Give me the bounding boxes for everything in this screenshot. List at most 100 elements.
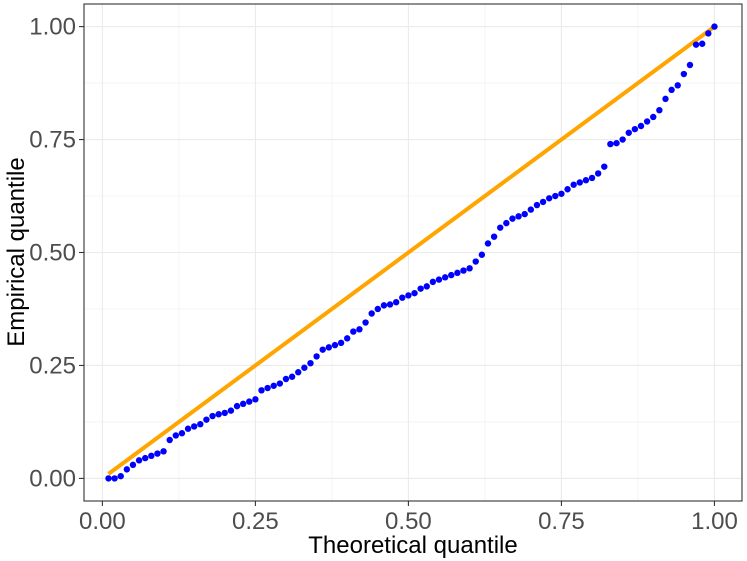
y-axis-ticks: 0.00 0.25 0.50 0.75 1.00 <box>29 14 84 492</box>
data-point <box>288 373 296 380</box>
data-point <box>172 432 180 439</box>
data-point <box>209 412 216 420</box>
data-point <box>582 177 590 184</box>
y-tick-label: 1.00 <box>29 14 76 41</box>
x-tick-label: 1.00 <box>691 508 738 535</box>
data-point <box>221 409 228 417</box>
data-point <box>215 411 222 418</box>
data-point <box>154 450 161 457</box>
data-point <box>429 278 437 286</box>
data-point <box>356 326 363 333</box>
data-point <box>705 30 712 37</box>
data-point <box>448 271 455 279</box>
data-point <box>123 466 131 473</box>
x-tick-label: 0.75 <box>538 508 585 535</box>
data-point <box>270 382 277 389</box>
data-point <box>692 41 700 48</box>
data-point <box>588 174 596 182</box>
x-tick-label: 0.25 <box>232 508 279 535</box>
data-point <box>650 113 657 121</box>
data-point <box>637 122 645 130</box>
data-point <box>564 186 571 193</box>
data-point <box>313 353 320 360</box>
data-point <box>282 375 290 383</box>
data-point <box>344 335 351 342</box>
data-point <box>295 369 302 376</box>
data-point <box>239 400 247 408</box>
data-point <box>135 457 143 464</box>
data-point <box>252 396 259 403</box>
data-point <box>350 328 357 335</box>
data-point <box>227 407 235 414</box>
data-point <box>160 448 167 455</box>
data-point <box>331 341 339 349</box>
data-point <box>699 40 706 47</box>
data-point <box>301 364 308 371</box>
data-point <box>319 346 326 353</box>
data-point <box>527 206 535 213</box>
data-point <box>307 359 314 367</box>
data-point <box>607 140 614 148</box>
data-point <box>411 289 418 297</box>
data-point <box>539 198 547 206</box>
data-point <box>325 344 333 351</box>
data-point <box>184 425 192 432</box>
data-point <box>374 305 382 313</box>
x-tick-label: 0.00 <box>79 508 126 535</box>
data-point <box>680 70 688 78</box>
data-point <box>656 106 663 114</box>
data-point <box>105 475 112 482</box>
y-tick-label: 0.25 <box>29 352 76 379</box>
data-point <box>368 310 375 317</box>
data-point <box>497 224 504 231</box>
data-point <box>111 475 118 482</box>
data-point <box>576 179 583 186</box>
reference-line-group <box>107 24 716 476</box>
data-point <box>246 398 253 405</box>
data-point <box>631 125 639 133</box>
data-point <box>197 420 204 428</box>
data-point <box>399 294 406 301</box>
data-point <box>454 269 461 277</box>
data-point <box>674 82 681 89</box>
data-point <box>668 86 675 94</box>
data-point <box>148 452 155 460</box>
data-point <box>405 292 412 299</box>
data-point <box>472 258 479 265</box>
data-point <box>233 402 241 410</box>
y-axis-title: Empirical quantile <box>3 157 30 346</box>
data-point <box>545 195 553 202</box>
data-point <box>276 380 284 387</box>
data-point <box>521 210 528 218</box>
data-point <box>417 285 424 292</box>
data-point <box>619 136 626 143</box>
y-tick-label: 0.00 <box>29 465 76 492</box>
data-point <box>203 416 210 423</box>
data-point <box>190 423 198 430</box>
data-point <box>662 95 669 103</box>
data-point <box>625 129 632 136</box>
x-axis-title: Theoretical quantile <box>308 532 517 559</box>
data-point <box>570 181 577 188</box>
y-tick-label: 0.75 <box>29 127 76 154</box>
reference-line <box>107 24 716 476</box>
data-point <box>601 163 608 170</box>
data-point <box>441 274 449 281</box>
data-point <box>380 302 388 309</box>
data-point <box>552 192 559 200</box>
x-axis-ticks: 0.00 0.25 0.50 0.75 1.00 <box>79 501 738 535</box>
x-tick-label: 0.50 <box>385 508 432 535</box>
data-point <box>423 283 430 290</box>
points-group <box>105 23 718 482</box>
data-point <box>435 276 443 283</box>
data-point <box>392 299 400 306</box>
data-point <box>166 436 173 444</box>
data-point <box>142 454 149 462</box>
data-point <box>460 267 467 274</box>
data-point <box>509 215 516 222</box>
data-point <box>129 461 137 469</box>
data-point <box>258 387 265 394</box>
data-point <box>533 201 541 209</box>
data-point <box>484 240 492 247</box>
